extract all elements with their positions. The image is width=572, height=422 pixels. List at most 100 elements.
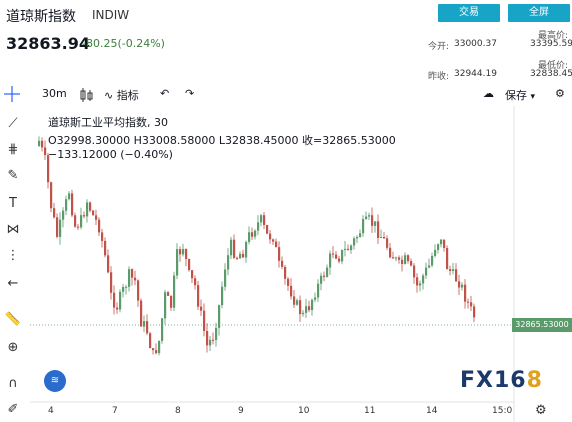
candle-body <box>377 221 380 238</box>
candle-body <box>434 249 437 256</box>
tradingview-logo-icon[interactable]: ≋ <box>44 370 66 392</box>
candle-body <box>197 285 200 307</box>
legend-change: −133.12000 (−0.40%) <box>48 148 173 161</box>
price-chart[interactable]: 道琼斯工业平均指数, 30 O32998.30000 H33008.58000 … <box>30 106 572 422</box>
candle-body <box>233 239 236 258</box>
candle-body <box>158 340 161 354</box>
brush-icon[interactable]: ✎ <box>7 168 19 183</box>
candle-body <box>248 232 251 242</box>
candle-body <box>161 318 164 341</box>
magnet-icon[interactable]: ∩ <box>8 376 18 391</box>
candle-body <box>320 275 323 284</box>
candle-body <box>470 302 473 307</box>
candle-body <box>473 306 476 318</box>
candle-body <box>173 275 176 308</box>
gear-icon[interactable]: ⚙ <box>555 87 565 100</box>
candle-body <box>452 269 455 271</box>
last-price: 32863.94 <box>6 34 91 53</box>
candle-body <box>278 247 281 261</box>
x-tick-label: 7 <box>112 406 118 416</box>
candle-body <box>464 284 467 302</box>
candle-body <box>383 236 386 239</box>
candle-body <box>104 240 107 256</box>
candle-body <box>185 249 188 260</box>
candle-body <box>170 295 173 308</box>
candle-body <box>125 286 128 288</box>
candle-body <box>260 215 263 223</box>
interval-selector[interactable]: 30m <box>42 87 67 100</box>
candle-body <box>401 259 404 264</box>
candle-body <box>206 330 209 346</box>
cloud-icon[interactable]: ☁ <box>483 87 494 100</box>
trend-line-icon[interactable]: ⟋ <box>8 116 18 131</box>
candle-body <box>344 248 347 250</box>
candle-body <box>269 233 272 240</box>
candle-body <box>74 215 77 227</box>
save-button[interactable]: 保存 ▾ <box>505 87 535 103</box>
candle-body <box>335 254 338 259</box>
candle-body <box>422 275 425 284</box>
undo-icon[interactable]: ↶ <box>160 87 170 100</box>
open-value: 33000.37 <box>454 39 497 49</box>
candle-body <box>380 236 383 238</box>
candle-body <box>89 202 92 211</box>
ruler-icon[interactable]: 📏 <box>4 312 22 327</box>
back-arrow-icon[interactable]: ← <box>7 276 19 291</box>
candle-body <box>188 259 191 271</box>
drawing-toolbar: ⟋ ⋕ ✎ T ⋈ ⋮ ← 📏 ⊕ ∩ ✐ <box>0 110 26 422</box>
text-icon[interactable]: T <box>9 196 17 211</box>
trade-button[interactable]: 交易 <box>438 4 500 22</box>
prev-close-label: 昨收: <box>428 72 450 82</box>
fullscreen-button[interactable]: 全屏 <box>508 4 570 22</box>
candle-body <box>242 253 245 258</box>
candlestick-plot[interactable] <box>30 106 572 422</box>
candle-body <box>431 255 434 266</box>
candle-body <box>101 232 104 241</box>
candle-body <box>290 285 293 297</box>
candle-body <box>71 193 74 216</box>
candle-body <box>182 249 185 255</box>
legend-title: 道琼斯工业平均指数, 30 <box>48 116 168 129</box>
pattern-icon[interactable]: ⋈ <box>6 222 20 237</box>
indicators-button[interactable]: ∿ 指标 <box>104 87 139 103</box>
x-tick-label: 9 <box>238 406 244 416</box>
candle-body <box>353 238 356 246</box>
candle-body <box>350 245 353 251</box>
candle-body <box>386 238 389 248</box>
low-label: 最低价: <box>538 61 569 71</box>
forecast-icon[interactable]: ⋮ <box>6 248 20 263</box>
candle-body <box>458 281 461 288</box>
candle-body <box>266 225 269 234</box>
candle-body <box>455 269 458 282</box>
candle-body <box>428 265 431 268</box>
zoom-in-icon[interactable]: ⊕ <box>7 340 19 355</box>
indicators-icon: ∿ <box>104 89 114 102</box>
candle-body <box>41 140 44 148</box>
candle-body <box>218 305 221 328</box>
candle-body <box>50 182 53 209</box>
candle-body <box>239 253 242 259</box>
redo-icon[interactable]: ↷ <box>185 87 195 100</box>
candle-body <box>395 257 398 259</box>
candle-body <box>224 269 227 287</box>
candle-body <box>449 269 452 271</box>
candle-body <box>236 257 239 259</box>
crosshair-icon[interactable] <box>4 86 20 102</box>
candle-body <box>191 270 194 279</box>
low-value: 32838.45 <box>530 69 572 79</box>
candle-body <box>179 249 182 255</box>
candle-body <box>323 275 326 277</box>
fib-icon[interactable]: ⋕ <box>7 142 19 157</box>
candle-body <box>314 297 317 300</box>
chart-toolbar: 30m ∿ 指标 ↶ ↷ ☁ 保存 ▾ ⚙ <box>0 84 572 106</box>
candle-body <box>287 278 290 286</box>
lock-icon[interactable]: ✐ <box>7 402 19 417</box>
candle-body <box>56 217 59 237</box>
candle-body <box>446 247 449 270</box>
axis-settings-icon[interactable]: ⚙ <box>535 403 547 418</box>
candle-body <box>110 272 113 293</box>
candlestick-type-icon[interactable] <box>78 87 94 103</box>
candle-body <box>152 348 155 351</box>
candle-body <box>371 215 374 226</box>
indicators-label: 指标 <box>116 89 139 102</box>
